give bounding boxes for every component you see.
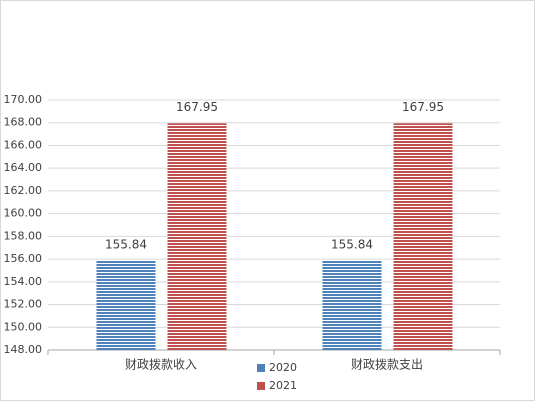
legend-swatch [257,382,265,390]
legend-label: 2021 [269,379,297,392]
value-label: 155.84 [105,237,147,251]
x-tick-label: 财政拨款支出 [351,358,423,372]
value-label: 155.84 [331,237,373,251]
y-tick-label: 162.00 [4,184,43,197]
x-tick-label: 财政拨款收入 [125,358,197,372]
legend-swatch [257,364,265,372]
y-tick-label: 154.00 [4,275,43,288]
y-tick-label: 148.00 [4,343,43,356]
bar [167,123,227,350]
y-tick-label: 164.00 [4,161,43,174]
y-tick-label: 158.00 [4,229,43,242]
bar [322,260,382,350]
bar [393,123,453,350]
y-tick-label: 168.00 [4,116,43,129]
y-tick-label: 160.00 [4,207,43,220]
y-tick-label: 156.00 [4,252,43,265]
y-tick-label: 150.00 [4,320,43,333]
value-label: 167.95 [402,100,444,114]
value-label: 167.95 [176,100,218,114]
y-tick-label: 170.00 [4,93,43,106]
bar [96,260,156,350]
y-tick-label: 152.00 [4,298,43,311]
legend-label: 2020 [269,361,297,374]
y-tick-label: 166.00 [4,138,43,151]
